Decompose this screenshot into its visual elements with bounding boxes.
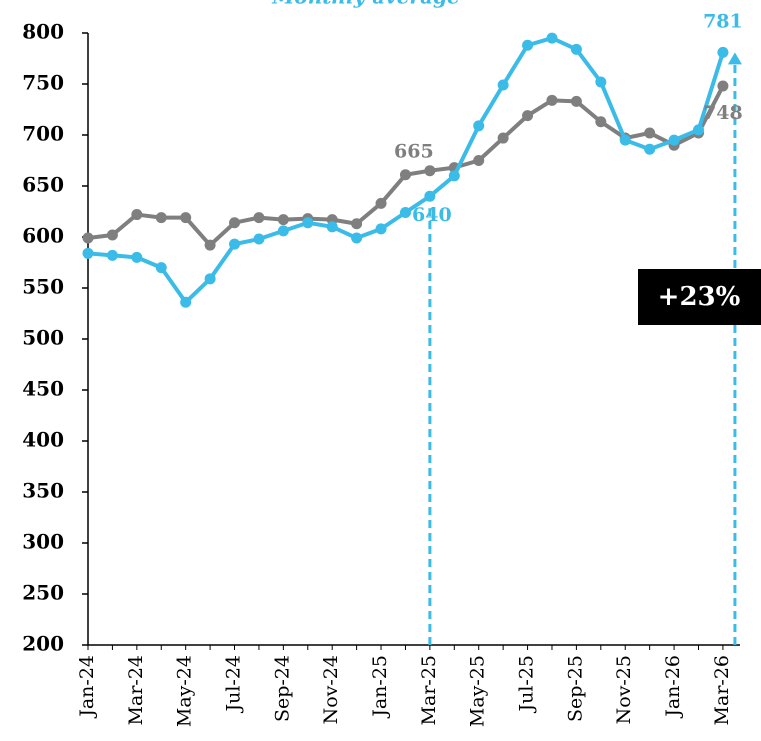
data-point xyxy=(106,229,118,241)
data-point xyxy=(180,296,192,308)
x-tick-label: Mar-25 xyxy=(418,655,440,725)
x-tick-label: Jul-25 xyxy=(516,655,538,714)
data-point xyxy=(473,120,485,132)
x-tick-label: Sep-24 xyxy=(271,655,293,722)
x-tick-label: Nov-24 xyxy=(320,655,342,724)
y-tick-label: 450 xyxy=(22,377,64,401)
data-point xyxy=(570,95,582,107)
x-tick-label: Jan-26 xyxy=(662,655,684,719)
data-point xyxy=(229,238,241,250)
y-tick-label: 800 xyxy=(22,20,64,44)
data-point xyxy=(424,190,436,202)
data-label: 748 xyxy=(703,102,743,124)
y-tick-label: 350 xyxy=(22,479,64,503)
data-point xyxy=(717,80,729,92)
x-tick-label: Jan-24 xyxy=(76,655,98,719)
data-point xyxy=(253,212,265,224)
data-point xyxy=(668,134,680,146)
data-point xyxy=(619,134,631,146)
data-label: 781 xyxy=(703,10,743,32)
data-point xyxy=(375,197,387,209)
data-point xyxy=(82,232,94,244)
data-point xyxy=(546,94,558,106)
annotation: +23% xyxy=(658,282,741,312)
data-point xyxy=(595,116,607,128)
data-label: 665 xyxy=(394,141,434,163)
data-point xyxy=(82,247,94,259)
data-point xyxy=(351,232,363,244)
data-point xyxy=(473,155,485,166)
data-point xyxy=(497,79,509,91)
data-point xyxy=(570,43,582,55)
y-tick-label: 750 xyxy=(22,71,64,95)
data-point xyxy=(131,251,143,263)
x-tick-label: May-25 xyxy=(467,655,489,727)
data-point xyxy=(277,214,289,226)
data-point xyxy=(717,46,729,58)
data-point xyxy=(106,249,118,261)
data-point xyxy=(180,212,192,224)
chart-title: Monthly average xyxy=(271,0,460,9)
data-point xyxy=(204,273,216,285)
x-tick-label: Nov-25 xyxy=(613,655,635,724)
data-point xyxy=(229,217,241,229)
data-point xyxy=(399,207,411,219)
x-tick-label: Sep-25 xyxy=(564,655,586,722)
y-tick-label: 250 xyxy=(22,581,64,605)
x-tick-label: Jan-25 xyxy=(369,655,391,719)
annotation-box xyxy=(638,269,761,325)
y-tick-label: 200 xyxy=(22,632,64,656)
data-point xyxy=(302,217,314,229)
data-point xyxy=(204,239,216,251)
data-point xyxy=(644,127,656,139)
data-point xyxy=(155,262,167,274)
data-point xyxy=(693,124,704,136)
data-point xyxy=(326,221,338,233)
y-tick-label: 650 xyxy=(22,173,64,197)
x-tick-label: Mar-24 xyxy=(125,655,147,725)
data-label: 640 xyxy=(412,204,452,226)
y-tick-label: 300 xyxy=(22,530,64,554)
y-tick-label: 500 xyxy=(22,326,64,350)
data-point xyxy=(522,39,534,51)
y-tick-label: 600 xyxy=(22,224,64,248)
data-point xyxy=(522,110,534,122)
data-point xyxy=(595,76,607,88)
y-tick-label: 400 xyxy=(22,428,64,452)
data-point xyxy=(644,143,656,155)
data-point xyxy=(399,169,411,181)
data-point xyxy=(424,165,436,177)
data-point xyxy=(448,170,460,182)
y-tick-label: 700 xyxy=(22,122,64,146)
arrow-head xyxy=(727,52,742,65)
x-tick-label: May-24 xyxy=(174,655,196,727)
data-point xyxy=(277,225,289,237)
data-point xyxy=(351,218,363,230)
y-tick-label: 550 xyxy=(22,275,64,299)
data-point xyxy=(546,32,558,44)
x-tick-label: Jul-24 xyxy=(223,655,245,714)
data-point xyxy=(375,223,387,235)
data-point xyxy=(155,212,167,224)
x-tick-label: Mar-26 xyxy=(711,655,733,725)
data-point xyxy=(131,209,143,221)
data-point xyxy=(253,233,265,245)
data-point xyxy=(497,132,509,144)
